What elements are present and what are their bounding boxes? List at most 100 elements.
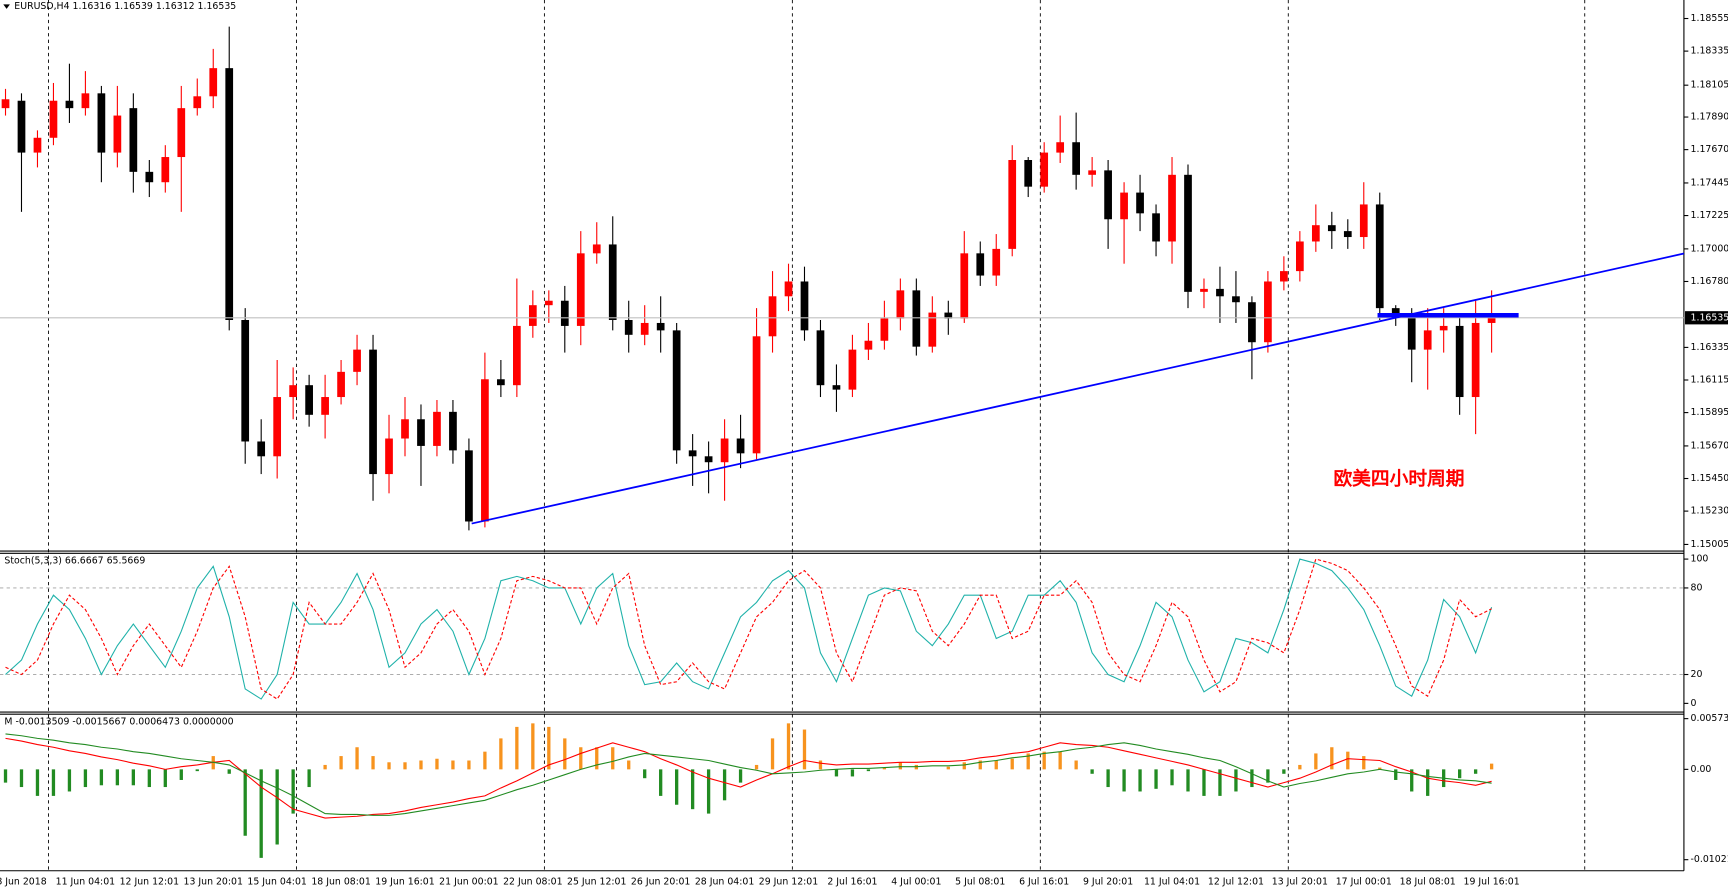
x-tick-label: 19 Jul 16:01 (1464, 876, 1520, 887)
x-tick-label: 12 Jul 12:01 (1208, 876, 1264, 887)
y-tick-label: 1.17670 (1691, 144, 1728, 155)
candle-body (608, 244, 617, 320)
y-tick-label: 0.005732 (1691, 713, 1728, 724)
candle-body (417, 419, 425, 446)
candle-body (1296, 241, 1304, 272)
candle-body (49, 100, 58, 138)
candle-body (257, 441, 266, 457)
candle-body (1232, 296, 1240, 303)
candle-body (1088, 170, 1096, 175)
candle-body (1455, 325, 1464, 398)
marks: 1.18555 1.18335 1.18105 1.17890 1.17670 1.174… (0, 13, 1728, 887)
candle-body (544, 300, 553, 306)
candle-body (928, 312, 937, 347)
y-tick-label: 1.17445 (1691, 177, 1728, 188)
x-tick-label: 5 Jul 08:01 (955, 876, 1005, 887)
candle-body (97, 93, 106, 153)
candle-body (1168, 174, 1176, 242)
x-tick-label: 11 Jun 04:01 (56, 876, 115, 887)
candle-body (656, 322, 665, 331)
candle-body (800, 281, 809, 331)
candle-body (832, 385, 841, 390)
chart-title: EURUSD,H4 1.16316 1.16539 1.16312 1.1653… (14, 1, 236, 12)
candle-body (433, 411, 441, 446)
x-tick-label: 2 Jul 16:01 (827, 876, 877, 887)
x-tick-label: 25 Jun 12:01 (567, 876, 626, 887)
candle-body (1343, 231, 1352, 238)
candle-body (1359, 204, 1368, 238)
y-tick-label: 1.15230 (1691, 506, 1728, 517)
y-tick-label: 0.00 (1691, 764, 1712, 775)
candle-body (465, 450, 473, 522)
candle-body (321, 397, 329, 415)
candle-body (1264, 281, 1272, 343)
candle-body (1008, 159, 1017, 249)
candle-body (1, 99, 10, 109)
candle-body (81, 93, 90, 109)
candle-body (369, 349, 377, 475)
candle-body (576, 253, 585, 326)
candle-body (113, 115, 122, 153)
candle-body (1391, 308, 1400, 316)
panel-frames (0, 0, 1685, 872)
x-tick-label: 12 Jun 12:01 (120, 876, 179, 887)
x-tick-label: 13 Jun 20:01 (184, 876, 243, 887)
candle-body (353, 349, 361, 372)
candle-body (896, 290, 905, 319)
candle-body (209, 68, 218, 97)
menu-arrow[interactable] (3, 4, 10, 9)
candle-body (273, 397, 282, 457)
candle-body (513, 325, 521, 386)
candle-body (1487, 317, 1496, 323)
candle-body (1327, 225, 1336, 232)
candle-body (1184, 174, 1192, 292)
candle-body (848, 349, 857, 390)
candle-body (1216, 288, 1224, 297)
x-tick-label: 22 Jun 08:01 (503, 876, 562, 887)
candle-body (816, 330, 825, 386)
candle-body (1375, 204, 1384, 309)
candle-body (944, 312, 953, 319)
y-tick-label: 1.18105 (1691, 80, 1728, 91)
y-tick-label: 1.18335 (1691, 46, 1728, 57)
x-tick-label: 15 Jun 04:01 (247, 876, 306, 887)
candle-body (193, 96, 202, 109)
candle-body (225, 68, 234, 320)
y-tick-label: 1.18555 (1691, 13, 1728, 24)
last-price-label: 1.16535 (1691, 312, 1728, 323)
candle-body (401, 419, 409, 439)
candle-body (1423, 330, 1432, 350)
y-tick-label: 1.15895 (1691, 407, 1728, 418)
candle-body (1311, 225, 1320, 242)
candle-body (1280, 271, 1288, 282)
candle-body (1040, 152, 1049, 187)
x-tick-label: 4 Jul 00:01 (891, 876, 941, 887)
candle-body (33, 137, 42, 153)
candle-body (1200, 288, 1208, 292)
candle-body (624, 319, 633, 335)
candle-body (177, 108, 186, 158)
macd-line (5, 737, 1492, 819)
indicator-title: M -0.0013509 -0.0015667 0.0006473 0.0000… (4, 716, 233, 727)
candle-body (736, 438, 745, 454)
y-tick-label: 0 (1691, 698, 1697, 709)
indicator-title: Stoch(5,3,3) 66.6667 65.5669 (4, 556, 145, 567)
candle-body (1104, 170, 1112, 220)
candle-body (481, 379, 489, 522)
trend-line[interactable] (471, 252, 1685, 525)
candle-body (1248, 302, 1256, 343)
candle-body (992, 248, 1001, 276)
y-tick-label: 100 (1691, 554, 1709, 565)
candle-body (65, 100, 74, 109)
x-tick-label: 18 Jul 08:01 (1400, 876, 1456, 887)
candle-body (337, 371, 345, 398)
candle-body (704, 456, 713, 463)
candle-body (1407, 315, 1416, 350)
y-tick-label: 1.17000 (1691, 243, 1728, 254)
candle-body (640, 322, 649, 335)
candle-body (592, 244, 601, 254)
candle-body (1439, 325, 1448, 331)
x-tick-label: 26 Jun 20:01 (631, 876, 690, 887)
